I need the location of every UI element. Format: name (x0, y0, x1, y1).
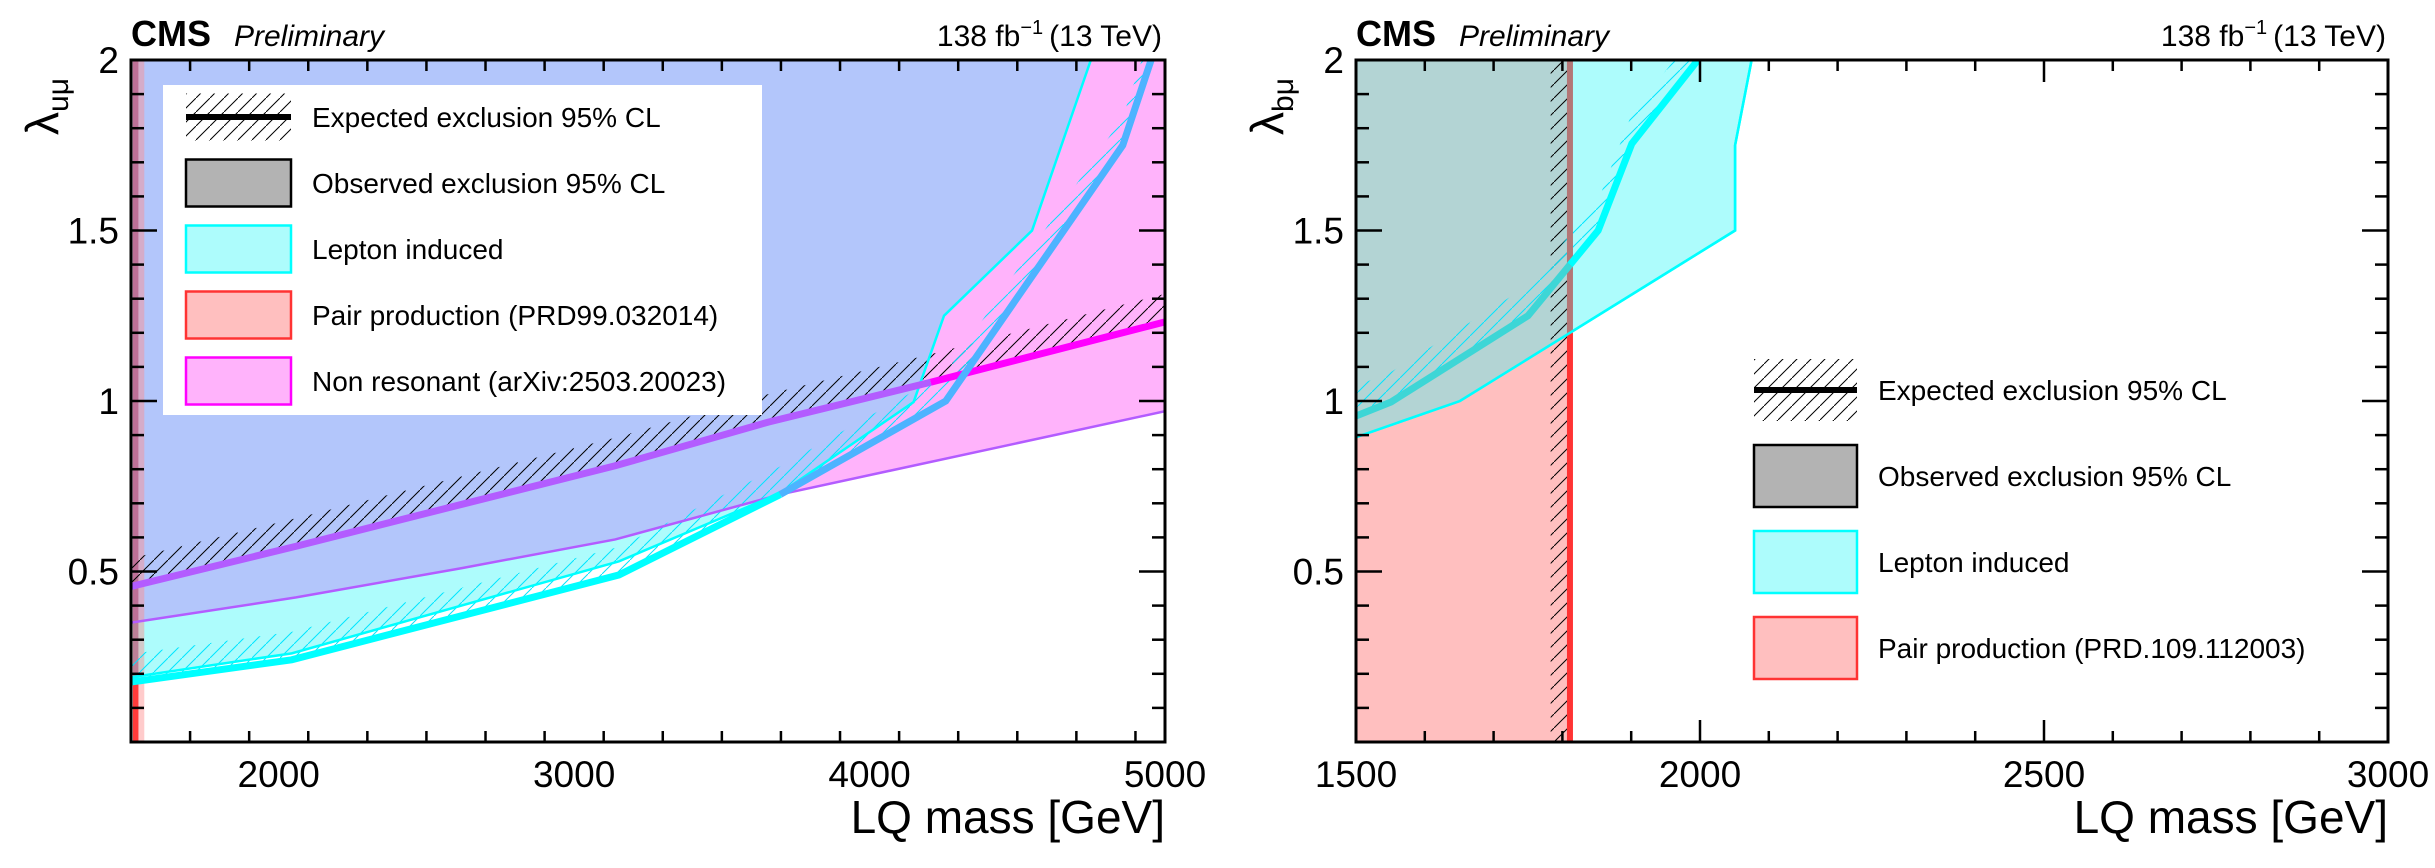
lepton-expected-line (1567, 60, 1701, 267)
overlap-region (1356, 60, 1570, 438)
pair-swatch-icon (1752, 615, 1859, 681)
lepton-expected-hatch (1356, 60, 1698, 417)
left-legend: Expected exclusion 95% CL Observed exclus… (163, 85, 762, 415)
legend-label: Pair production (PRD.109.112003) (1878, 633, 2306, 664)
right-y-tick-label: 0.5 (1293, 552, 1344, 593)
left-x-tick-label: 4000 (828, 754, 910, 795)
right-y-tick-label: 2 (1323, 40, 1344, 81)
right-legend: Expected exclusion 95% CL Observed exclus… (1752, 359, 2306, 681)
observed-swatch-icon (1752, 443, 1859, 509)
right-legend-item-observed: Observed exclusion 95% CL (1752, 443, 2231, 509)
left-y-tick-label: 0.5 (68, 552, 119, 593)
legend-label: Expected exclusion 95% CL (312, 102, 661, 133)
nonres-expected-hatch (131, 293, 1165, 587)
lepton-swatch-icon (184, 224, 293, 274)
left-y-tick-label: 2 (98, 40, 119, 81)
right-legend-item-expected: Expected exclusion 95% CL (1754, 359, 2227, 421)
lepton-expected-line-overlap (778, 60, 1155, 498)
left-preliminary-label: Preliminary (234, 20, 386, 53)
left-y-tick-label: 1.5 (68, 211, 119, 252)
left-legend-item-observed: Observed exclusion 95% CL (184, 158, 665, 208)
right-y-axis-title: λbμ (1241, 78, 1300, 135)
right-preliminary-label: Preliminary (1459, 20, 1611, 53)
legend-label: Expected exclusion 95% CL (1878, 375, 2227, 406)
svg-text:λbμ: λbμ (1241, 78, 1300, 135)
nonres-expected-line (131, 378, 932, 590)
legend-label: Lepton induced (1878, 547, 2070, 578)
left-x-tick-label: 2000 (238, 754, 320, 795)
left-y-tick-label: 1 (98, 381, 119, 422)
left-cms-label: CMS (131, 13, 211, 54)
right-x-tick-label: 2500 (2003, 754, 2085, 795)
lepton-expected-hatch (131, 60, 1152, 682)
lepton-observed-line (131, 60, 1093, 679)
pair-production-lower-strip (133, 681, 139, 742)
left-lumi-label: 138 fb−1 (13 TeV) (937, 17, 1162, 53)
lepton-expected-line (131, 491, 782, 686)
left-legend-item-lepton: Lepton induced (184, 224, 504, 274)
right-legend-item-lepton: Lepton induced (1752, 529, 2070, 595)
left-x-tick-label: 5000 (1124, 754, 1206, 795)
right-cms-label: CMS (1356, 13, 1436, 54)
right-plot-area (1356, 60, 1753, 742)
legend-label: Lepton induced (312, 234, 504, 265)
right-x-tick-label: 1500 (1315, 754, 1397, 795)
legend-label: Non resonant (arXiv:2503.20023) (312, 366, 726, 397)
left-legend-item-pair: Pair production (PRD99.032014) (184, 290, 718, 340)
right-x-tick-label: 2000 (1659, 754, 1741, 795)
right-panel: 1500 2000 2500 3000 0.5 1 1.5 2 CMS Preliminary… (1241, 13, 2429, 843)
legend-label: Pair production (PRD99.032014) (312, 300, 718, 331)
observed-swatch-icon (184, 158, 293, 208)
svg-text:λuμ: λuμ (16, 78, 75, 135)
left-legend-item-expected: Expected exclusion 95% CL (186, 93, 661, 141)
right-legend-item-pair: Pair production (PRD.109.112003) (1752, 615, 2306, 681)
right-x-axis-title: LQ mass [GeV] (2074, 791, 2388, 843)
right-y-tick-label: 1.5 (1293, 211, 1344, 252)
nonres-swatch-icon (184, 356, 293, 406)
legend-label: Observed exclusion 95% CL (1878, 461, 2231, 492)
right-lumi-label: 138 fb−1 (13 TeV) (2161, 17, 2386, 53)
left-panel: 2000 3000 4000 5000 0.5 1 1.5 2 CMS Preliminary… (16, 13, 1206, 843)
nonres-observed-line (131, 410, 1165, 624)
lepton-swatch-icon (1752, 529, 1859, 595)
lepton-expected-line-overlap (1356, 262, 1573, 420)
left-x-axis-title: LQ mass [GeV] (851, 791, 1165, 843)
right-x-tick-label: 3000 (2347, 754, 2429, 795)
left-legend-item-nonres: Non resonant (arXiv:2503.20023) (184, 356, 726, 406)
lepton-observed-line (1356, 60, 1753, 439)
legend-label: Observed exclusion 95% CL (312, 168, 665, 199)
left-y-axis-title: λuμ (16, 78, 75, 135)
pair-swatch-icon (184, 290, 293, 340)
right-y-tick-label: 1 (1323, 381, 1344, 422)
left-axes: 2000 3000 4000 5000 0.5 1 1.5 2 (68, 40, 1207, 795)
pair-expected-hatch (1550, 60, 1570, 742)
left-x-tick-label: 3000 (533, 754, 615, 795)
right-axes: 1500 2000 2500 3000 0.5 1 1.5 2 (1293, 40, 2430, 795)
